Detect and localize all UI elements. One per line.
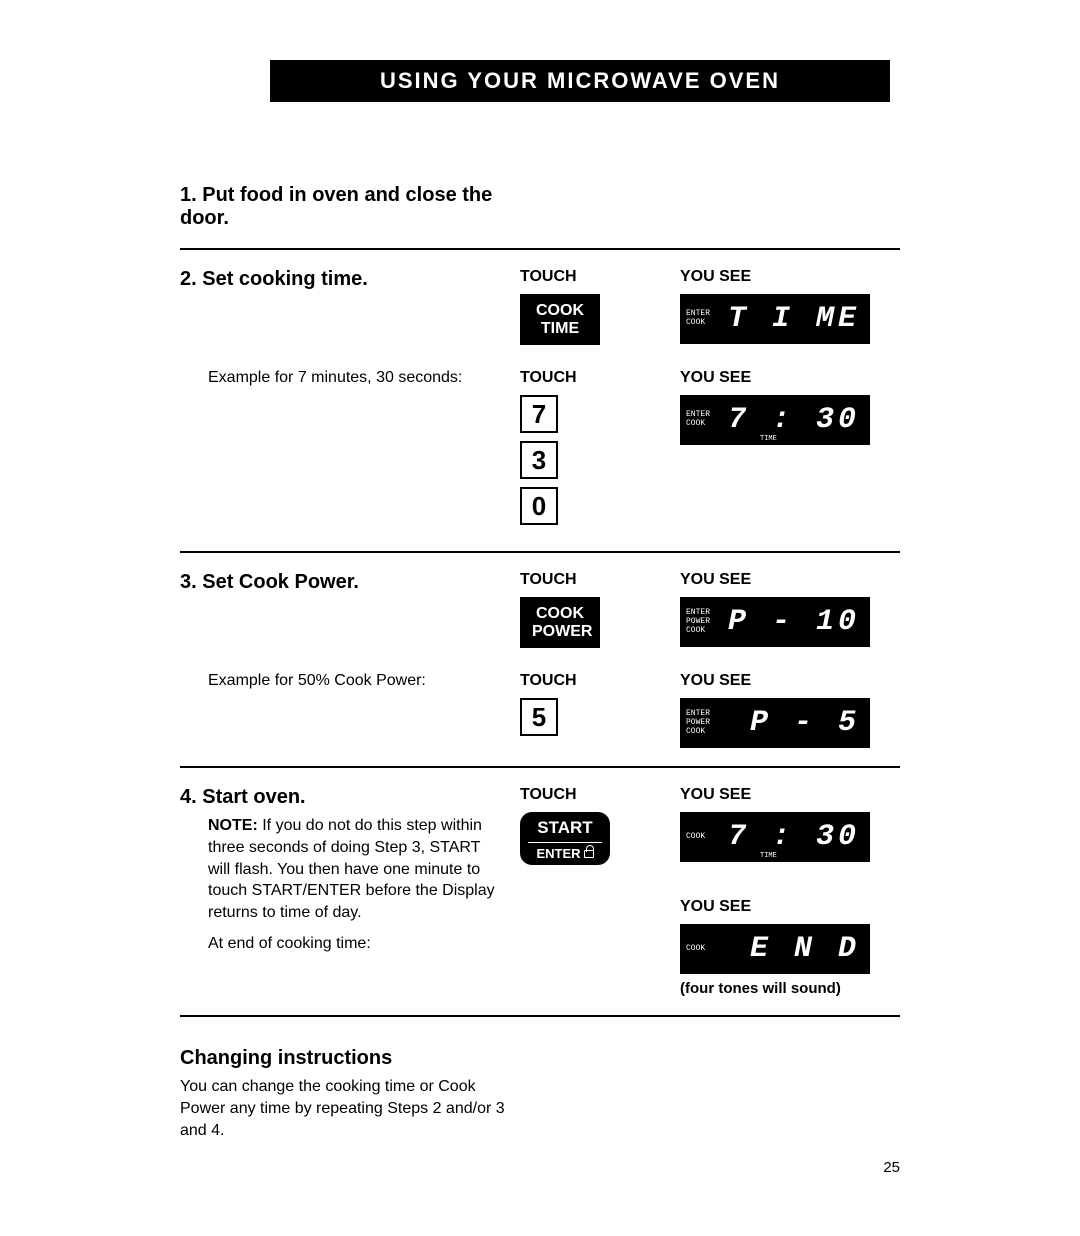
disp-lbl-3: COOK [686, 728, 716, 737]
touch-label: TOUCH [520, 786, 680, 804]
touch-label: TOUCH [520, 369, 680, 387]
step-2-example: Example for 7 minutes, 30 seconds: [208, 369, 500, 387]
display-730b: COOK 7 : 30 TIME [680, 812, 870, 862]
display-time: ENTER COOK T I ME [680, 294, 870, 344]
steps-list: 1. Put food in oven and close the door. … [180, 172, 900, 1141]
yousee-label: YOU SEE [680, 571, 900, 589]
step-4-endtext: At end of cooking time: [208, 933, 500, 955]
display-end: COOK E N D [680, 924, 870, 974]
step-4-title: 4. Start oven. [180, 786, 500, 809]
display-p10: ENTER POWER COOK P - 10 [680, 597, 870, 647]
section-header: USING YOUR MICROWAVE OVEN [270, 60, 890, 102]
page-number: 25 [883, 1159, 900, 1176]
disp-bottom: TIME [760, 435, 777, 443]
disp-seg: 7 : 30 [720, 820, 870, 854]
touch-label: TOUCH [520, 268, 680, 286]
touch-label: TOUCH [520, 672, 680, 690]
yousee-label: YOU SEE [680, 268, 900, 286]
disp-seg: P - 5 [720, 706, 870, 740]
disp-lbl-3: COOK [686, 420, 716, 429]
changing-title: Changing instructions [180, 1047, 900, 1070]
btn-line1: COOK [532, 302, 588, 320]
btn-line1: COOK [532, 605, 588, 623]
cook-power-button: COOK POWER [520, 597, 600, 648]
step-2b: Example for 7 minutes, 30 seconds: TOUCH… [180, 357, 900, 545]
step-4-note: NOTE: If you do not do this step within … [208, 815, 500, 923]
step-2-title: 2. Set cooking time. [180, 268, 500, 291]
step-3-example: Example for 50% Cook Power: [208, 672, 500, 690]
separator [180, 766, 900, 768]
changing-instructions: Changing instructions You can change the… [180, 1047, 900, 1141]
separator [180, 551, 900, 553]
page-content: USING YOUR MICROWAVE OVEN 1. Put food in… [180, 0, 900, 1141]
disp-lbl-3: COOK [686, 945, 716, 954]
display-730: ENTER COOK 7 : 30 TIME [680, 395, 870, 445]
start-line1: START [524, 818, 606, 838]
disp-seg: P - 10 [720, 605, 870, 639]
step-3b: Example for 50% Cook Power: TOUCH 5 YOU … [180, 660, 900, 760]
keypad-5: 5 [520, 698, 558, 736]
step-3-title: 3. Set Cook Power. [180, 571, 500, 594]
display-p5: ENTER POWER COOK P - 5 [680, 698, 870, 748]
step-2a: 2. Set cooking time. TOUCH COOK TIME YOU… [180, 256, 900, 357]
step-1-title: 1. Put food in oven and close the door. [180, 184, 500, 230]
btn-line2: TIME [532, 320, 588, 338]
enter-text: ENTER [536, 846, 580, 862]
keypad-7: 7 [520, 395, 558, 433]
step-3a: 3. Set Cook Power. TOUCH COOK POWER YOU … [180, 559, 900, 660]
lock-icon [584, 850, 594, 858]
disp-lbl-3: COOK [686, 833, 716, 842]
disp-seg: E N D [720, 932, 870, 966]
disp-bottom: TIME [760, 852, 777, 860]
changing-body: You can change the cooking time or Cook … [180, 1076, 520, 1141]
disp-seg: T I ME [720, 302, 870, 336]
keypad-3: 3 [520, 441, 558, 479]
touch-label: TOUCH [520, 571, 680, 589]
step-4: 4. Start oven. NOTE: If you do not do th… [180, 774, 900, 1009]
note-bold: NOTE: [208, 817, 258, 834]
step-1: 1. Put food in oven and close the door. [180, 172, 900, 242]
disp-lbl-3: COOK [686, 627, 716, 636]
start-line2: ENTER [524, 846, 606, 862]
start-enter-button: START ENTER [520, 812, 610, 865]
yousee-label: YOU SEE [680, 672, 900, 690]
yousee-label: YOU SEE [680, 369, 900, 387]
yousee-label: YOU SEE [680, 786, 900, 804]
separator [180, 248, 900, 250]
keypad-0: 0 [520, 487, 558, 525]
yousee-label: YOU SEE [680, 898, 900, 916]
btn-line2: POWER [532, 623, 588, 641]
cook-time-button: COOK TIME [520, 294, 600, 345]
start-divider [528, 842, 602, 843]
disp-lbl-3: COOK [686, 319, 716, 328]
disp-seg: 7 : 30 [720, 403, 870, 437]
separator [180, 1015, 900, 1017]
four-tones: (four tones will sound) [680, 980, 900, 997]
